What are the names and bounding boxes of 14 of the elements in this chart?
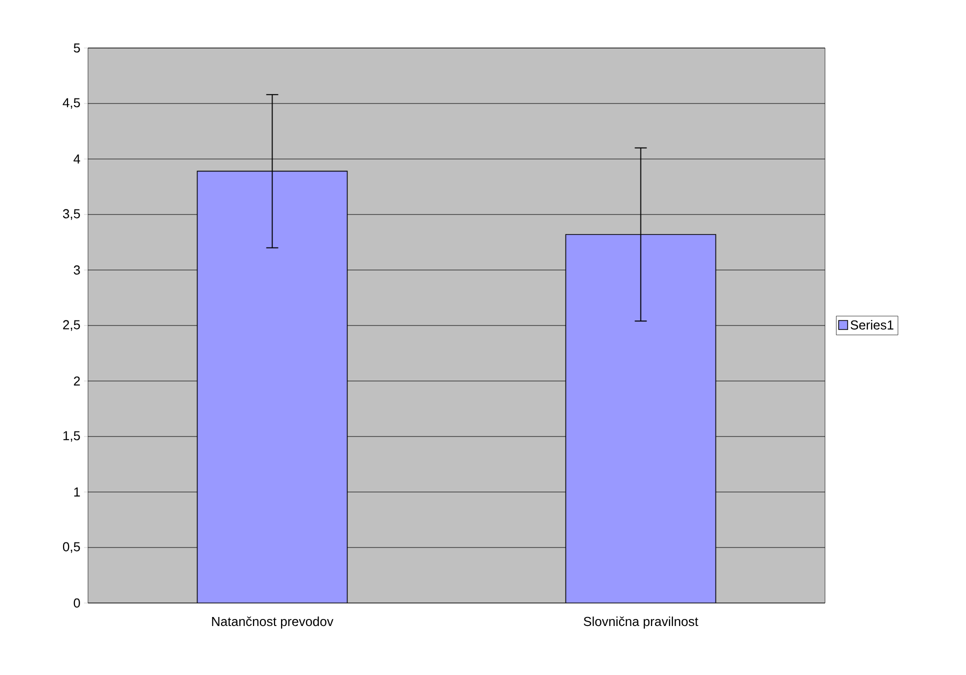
y-tick-label: 4 (74, 154, 80, 164)
y-tick-label: 5 (74, 43, 80, 53)
y-tick-label: 2 (74, 376, 80, 386)
y-tick-label: 0 (74, 598, 80, 608)
x-tick-label: Slovnična pravilnost (584, 616, 698, 629)
y-tick-label: 3,5 (62, 209, 80, 220)
legend-label: Series1 (850, 320, 894, 330)
y-tick-label: 2,5 (63, 320, 80, 331)
y-tick-label: 3 (74, 265, 80, 275)
y-tick-label: 0,5 (62, 542, 80, 553)
x-tick-label: Natančnost prevodov (212, 616, 334, 629)
y-tick-label: 1,5 (63, 431, 80, 442)
y-tick-label: 4,5 (62, 98, 80, 109)
y-tick-label: 1 (74, 488, 80, 496)
